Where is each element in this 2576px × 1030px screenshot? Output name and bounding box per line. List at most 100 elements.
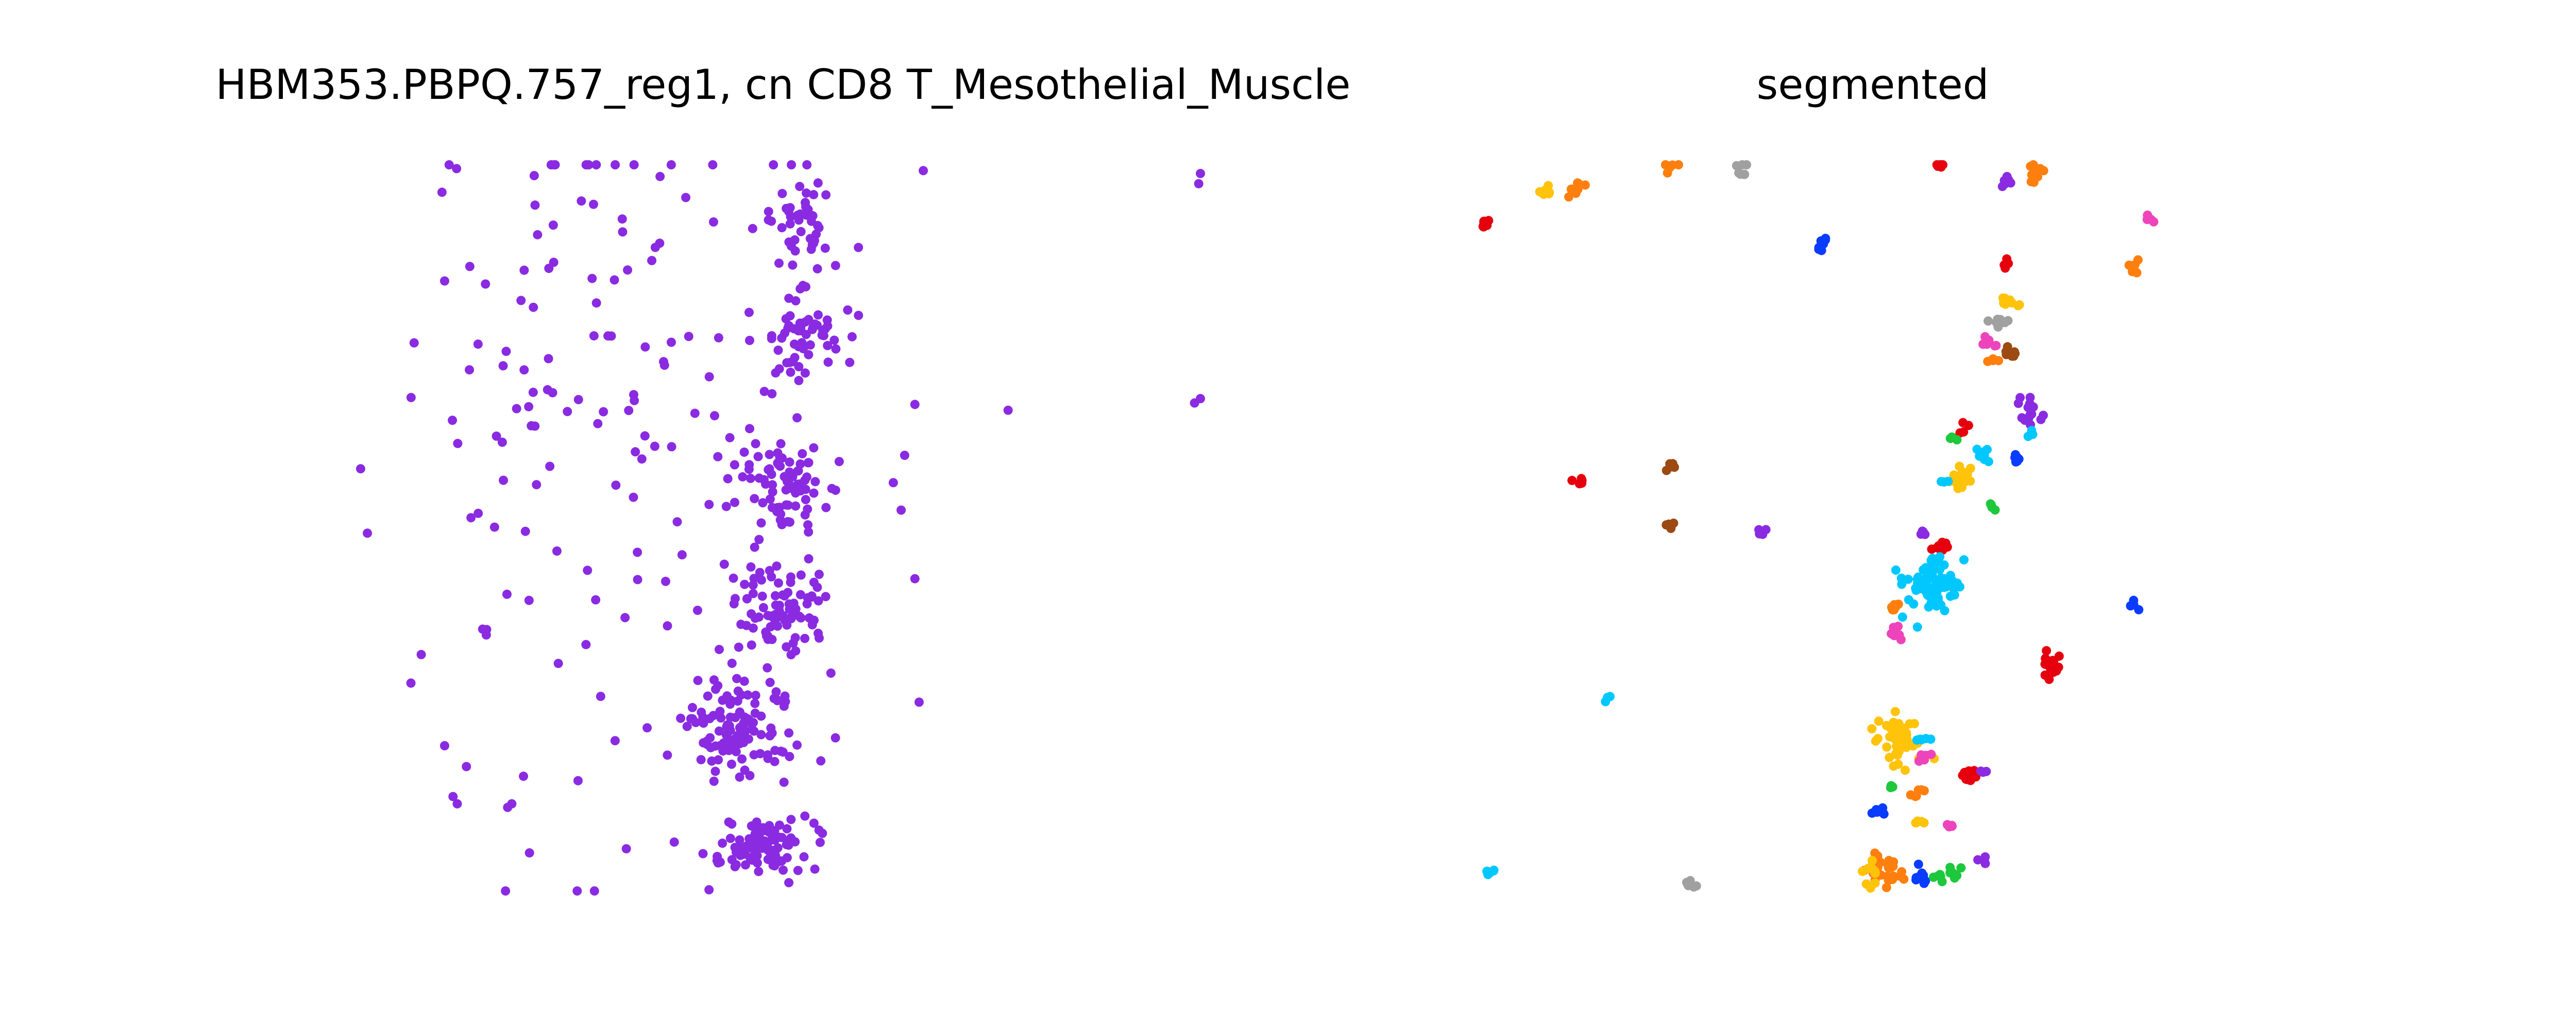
data-point <box>812 320 822 330</box>
data-point <box>769 694 779 703</box>
data-point <box>714 726 724 736</box>
data-point <box>800 811 810 821</box>
data-point <box>519 771 529 781</box>
data-point <box>524 848 534 858</box>
segment-point <box>1665 161 1674 171</box>
data-point <box>919 166 928 176</box>
data-point <box>845 357 855 367</box>
data-point <box>814 628 823 638</box>
data-point <box>775 820 784 830</box>
data-point <box>769 160 778 169</box>
segment-point <box>1894 630 1904 640</box>
segment-point <box>2124 260 2134 270</box>
data-point <box>610 736 620 746</box>
data-point <box>746 562 756 572</box>
data-point <box>778 747 788 757</box>
data-point <box>702 736 711 746</box>
segment-point <box>1980 332 1990 341</box>
data-point <box>529 171 539 180</box>
data-point <box>503 802 513 812</box>
segment-point <box>1911 818 1921 828</box>
data-point <box>677 550 687 560</box>
segment-point <box>1873 734 1883 744</box>
segment-point <box>1959 555 1969 564</box>
segment-point <box>1909 599 1919 609</box>
segment-point <box>2146 214 2156 224</box>
data-point <box>774 364 784 374</box>
data-point <box>659 360 669 370</box>
data-point <box>779 777 789 787</box>
data-point <box>730 460 739 470</box>
segment-point <box>1601 697 1611 707</box>
data-point <box>810 864 820 874</box>
data-point <box>623 265 633 275</box>
data-point <box>698 712 708 722</box>
data-point <box>755 568 765 577</box>
data-point <box>810 477 820 487</box>
data-point <box>739 448 749 457</box>
segment-point <box>1912 735 1922 745</box>
data-point <box>710 741 720 751</box>
data-point <box>771 591 780 600</box>
data-point <box>727 759 736 769</box>
segment-point <box>1897 579 1907 589</box>
data-point <box>757 591 767 601</box>
data-point <box>676 713 686 723</box>
data-point <box>452 164 462 174</box>
data-point <box>715 707 725 716</box>
data-point <box>704 885 714 895</box>
data-point <box>782 620 792 630</box>
data-point <box>773 503 783 512</box>
segment-point <box>1489 866 1499 876</box>
data-point <box>722 722 732 732</box>
data-point <box>714 333 723 342</box>
data-point <box>710 766 720 776</box>
data-point <box>773 458 783 468</box>
data-point <box>492 431 501 441</box>
segment-point <box>1994 356 2004 366</box>
data-point <box>758 498 768 508</box>
segment-point <box>1894 747 1904 757</box>
segment-point <box>1961 775 1971 784</box>
data-point <box>709 217 718 227</box>
data-point <box>785 311 795 321</box>
data-point <box>762 827 772 836</box>
data-point <box>596 692 605 701</box>
data-point <box>688 702 697 712</box>
data-point <box>820 243 830 253</box>
data-point <box>786 577 795 587</box>
data-point <box>710 411 719 421</box>
data-point <box>573 776 583 785</box>
data-point <box>809 818 819 828</box>
data-point <box>910 574 920 583</box>
data-point <box>519 265 529 275</box>
data-point <box>731 594 740 604</box>
data-point <box>698 849 708 859</box>
data-point <box>781 485 791 495</box>
data-point <box>715 645 724 655</box>
data-point <box>481 279 490 289</box>
data-point <box>553 659 563 668</box>
segment-point <box>1913 860 1923 869</box>
data-point <box>629 390 638 400</box>
data-point <box>363 528 372 538</box>
data-point <box>779 591 789 601</box>
segment-point <box>1957 473 1967 483</box>
segment-point <box>1949 584 1959 594</box>
segment-point <box>1939 574 1948 583</box>
data-point <box>751 691 760 700</box>
data-point <box>757 575 766 585</box>
data-point <box>587 273 597 283</box>
data-point <box>482 625 492 634</box>
segment-point <box>2040 670 2050 680</box>
segment-point <box>1973 855 1982 865</box>
data-point <box>609 275 619 285</box>
data-point <box>747 844 756 853</box>
data-point <box>914 697 924 707</box>
data-point <box>854 243 863 252</box>
data-point <box>548 220 558 230</box>
segment-point <box>1919 818 1929 828</box>
data-point <box>813 178 823 188</box>
data-point <box>786 212 795 221</box>
data-point <box>785 604 795 614</box>
